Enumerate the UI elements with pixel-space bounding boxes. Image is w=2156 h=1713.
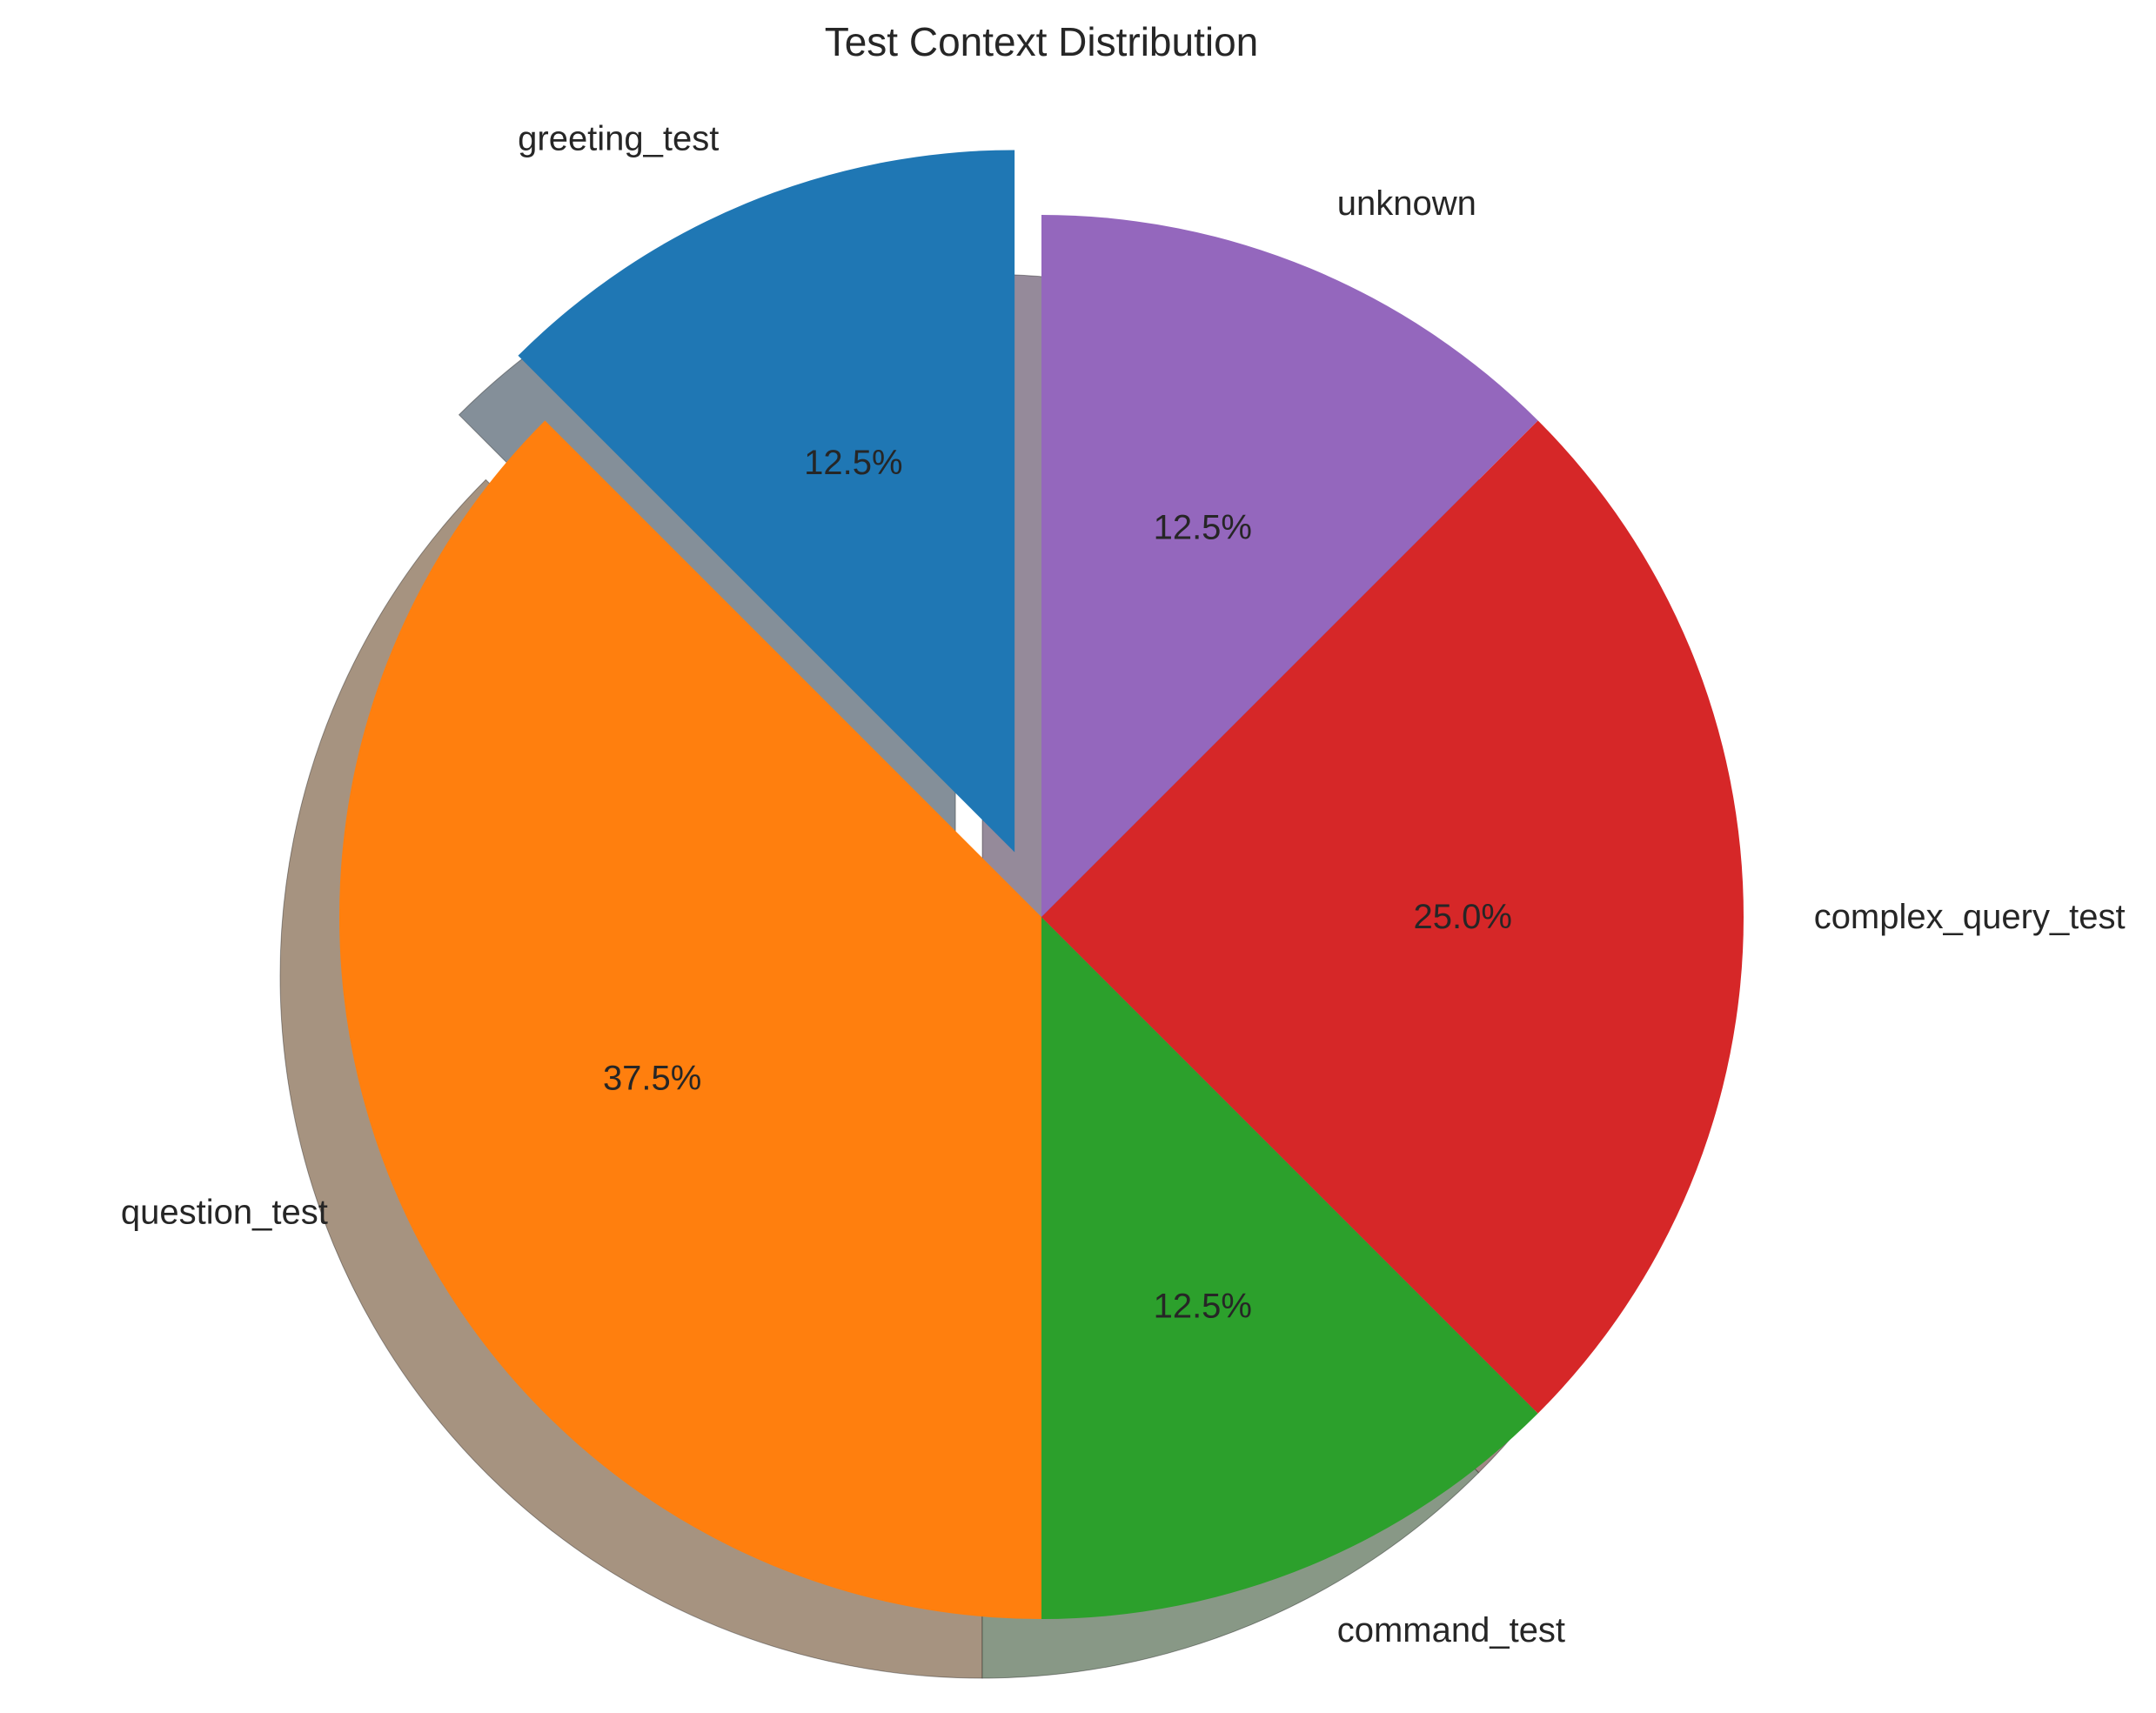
pie-slice-command-test <box>1041 917 1538 1619</box>
slice-label-greeting-test: greeting_test <box>518 119 719 157</box>
pie-slice-complex-query-test <box>1041 420 1744 1414</box>
pct-label-greeting-test: 12.5% <box>804 444 902 482</box>
pct-label-question-test: 37.5% <box>603 1059 701 1097</box>
slice-layer <box>338 150 1744 1619</box>
pct-label-unknown: 12.5% <box>1154 509 1252 547</box>
chart-title: Test Context Distribution <box>825 19 1259 64</box>
pie-slice-question-test <box>338 420 1042 1619</box>
pie-slice-unknown <box>1041 215 1538 917</box>
pie-slice-greeting-test <box>518 150 1015 853</box>
slice-label-command-test: command_test <box>1337 1611 1565 1649</box>
label-layer: 12.5% greeting_test 37.5% question_test 12.5… <box>121 119 2126 1649</box>
pct-label-command-test: 12.5% <box>1154 1287 1252 1325</box>
slice-label-unknown: unknown <box>1337 184 1476 223</box>
slice-label-question-test: question_test <box>121 1194 328 1232</box>
pct-label-complex-query-test: 25.0% <box>1413 898 1511 936</box>
slice-label-complex-query-test: complex_query_test <box>1814 898 2126 936</box>
